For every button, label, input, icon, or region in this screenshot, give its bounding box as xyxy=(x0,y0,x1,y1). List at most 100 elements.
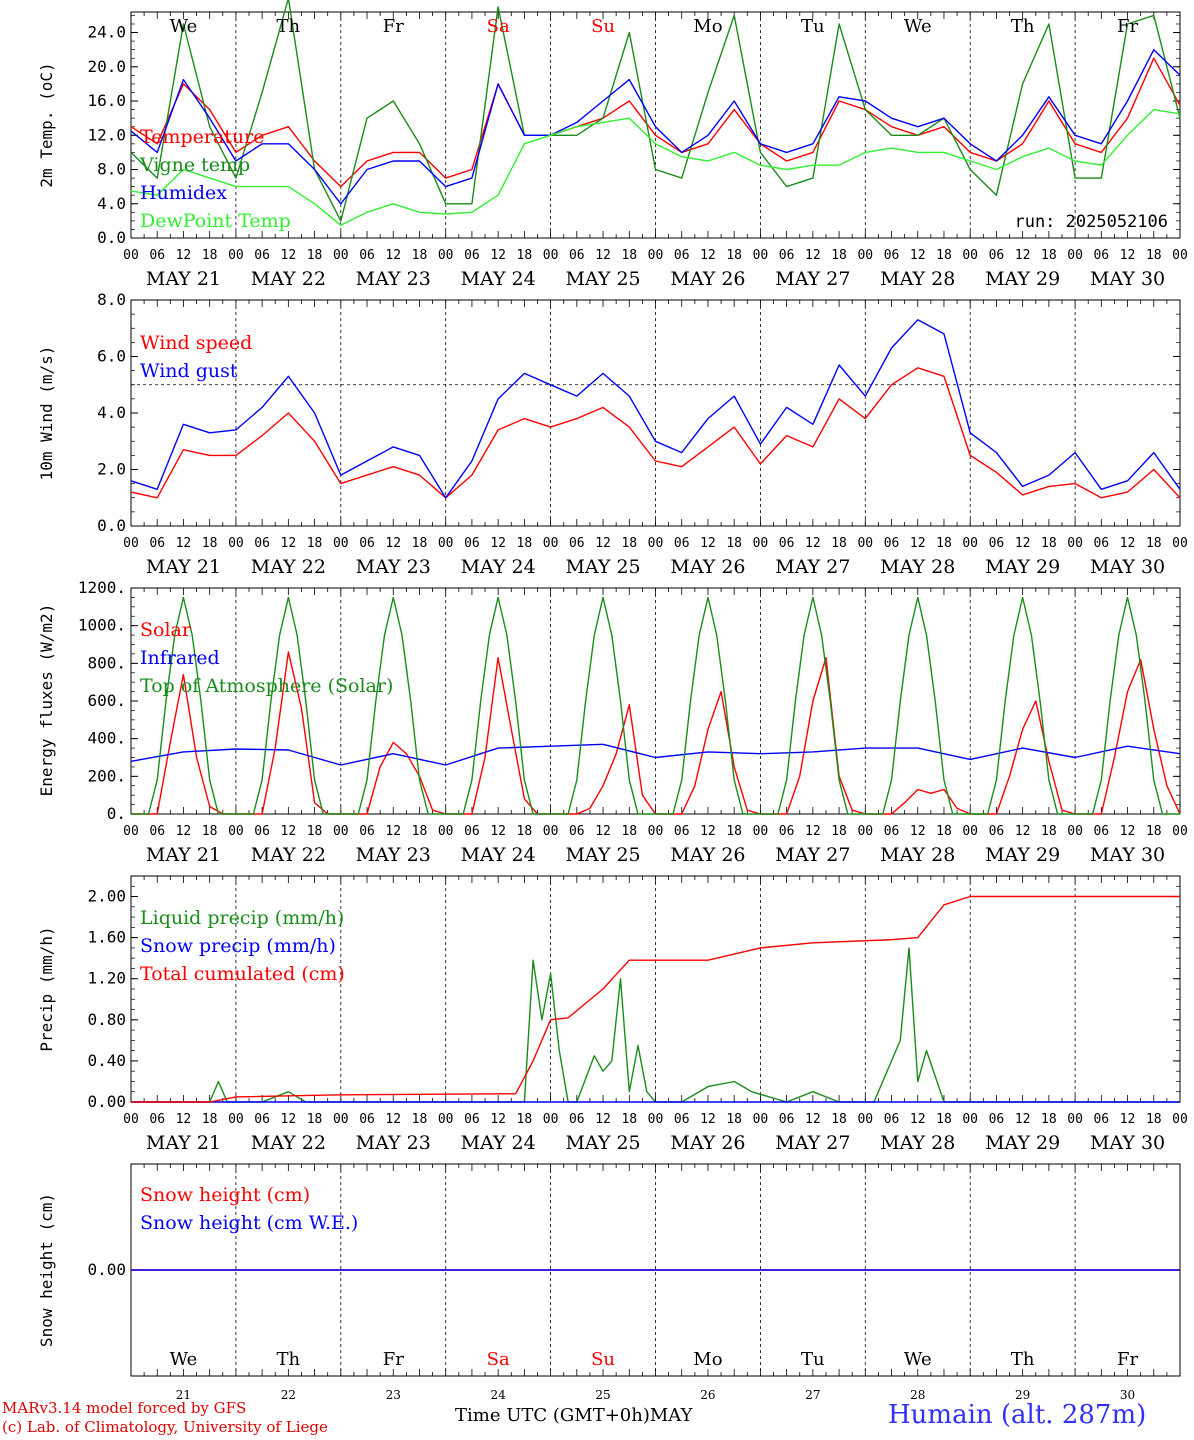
hour-label: 06 xyxy=(254,824,270,839)
y-tick-label: 8.0 xyxy=(97,160,126,179)
hour-label: 18 xyxy=(1041,824,1057,839)
hour-label: 12 xyxy=(910,1112,926,1127)
date-label: MAY 28 xyxy=(880,268,955,290)
y-tick-label: 2.0 xyxy=(97,460,126,479)
hour-label: 06 xyxy=(359,248,375,263)
date-label: MAY 29 xyxy=(985,268,1060,290)
hour-label: 06 xyxy=(359,824,375,839)
hour-label: 00 xyxy=(228,824,244,839)
panel-4: 0.00 0.40 0.80 1.20 1.60 2.00 Precip (mm/h) Liq… xyxy=(37,875,1188,1154)
hour-label: 12 xyxy=(910,536,926,551)
hour-label: 00 xyxy=(543,248,559,263)
hour-label: 18 xyxy=(1146,536,1162,551)
hour-label: 06 xyxy=(989,1112,1005,1127)
date-label: MAY 30 xyxy=(1090,844,1165,866)
hour-label: 00 xyxy=(438,1112,454,1127)
date-label: MAY 23 xyxy=(356,1132,431,1154)
day-number-label: 26 xyxy=(700,1388,715,1402)
date-label: MAY 22 xyxy=(251,268,326,290)
hour-label: 18 xyxy=(202,536,218,551)
hour-label: 12 xyxy=(595,824,611,839)
hour-label: 18 xyxy=(936,1112,952,1127)
hour-label: 00 xyxy=(123,1112,139,1127)
hour-label: 06 xyxy=(989,536,1005,551)
hour-label: 06 xyxy=(569,248,585,263)
day-number-label: 29 xyxy=(1015,1388,1030,1402)
y-tick-label: 4.0 xyxy=(97,194,126,213)
date-label: MAY 24 xyxy=(461,844,536,866)
hour-label: 18 xyxy=(412,536,428,551)
hour-label: 18 xyxy=(831,248,847,263)
hour-label: 18 xyxy=(202,248,218,263)
panel-5: 0.00 Snow height (cm) Snow height (cm) Snow… xyxy=(37,1163,1181,1402)
y-tick-label: 0.40 xyxy=(87,1051,126,1070)
y-tick-label: 600. xyxy=(87,691,126,710)
hour-label: 18 xyxy=(621,248,637,263)
y-tick-label: 1000. xyxy=(78,616,126,635)
hour-label: 06 xyxy=(1093,1112,1109,1127)
hour-label: 00 xyxy=(753,536,769,551)
y-tick-label: 16.0 xyxy=(87,91,126,110)
hour-label: 12 xyxy=(1015,824,1031,839)
weekday-label: Su xyxy=(591,1349,615,1370)
y-axis-title: 2m Temp. (oC) xyxy=(37,62,56,187)
weekday-label: Fr xyxy=(1117,1349,1138,1370)
hour-label: 00 xyxy=(962,536,978,551)
weekday-label: Mo xyxy=(693,1349,722,1370)
hour-label: 12 xyxy=(595,1112,611,1127)
date-label: MAY 21 xyxy=(146,1132,221,1154)
hour-label: 06 xyxy=(779,1112,795,1127)
hour-label: 12 xyxy=(385,824,401,839)
weekday-label: Mo xyxy=(693,16,722,37)
hour-label: 12 xyxy=(1015,1112,1031,1127)
date-label: MAY 25 xyxy=(565,1132,640,1154)
credit-line-lab: (c) Lab. of Climatology, University of L… xyxy=(2,1418,328,1436)
legend-entry: Top of Atmosphere (Solar) xyxy=(140,675,393,697)
y-tick-label: 0.00 xyxy=(87,1260,126,1279)
hour-label: 12 xyxy=(805,536,821,551)
hour-label: 18 xyxy=(307,1112,323,1127)
hour-label: 00 xyxy=(438,536,454,551)
weekday-label: Sa xyxy=(487,16,510,37)
hour-label: 06 xyxy=(884,1112,900,1127)
hour-label: 00 xyxy=(648,1112,664,1127)
hour-label: 00 xyxy=(962,1112,978,1127)
weekday-label: Th xyxy=(1011,16,1035,37)
hour-label: 06 xyxy=(464,536,480,551)
hour-label: 12 xyxy=(385,536,401,551)
hour-label: 12 xyxy=(1120,248,1136,263)
y-axis-title: Energy fluxes (W/m2) xyxy=(37,604,56,797)
hour-label: 00 xyxy=(1067,248,1083,263)
day-number-label: 24 xyxy=(491,1388,507,1402)
legend-entry: DewPoint Temp xyxy=(140,210,291,232)
day-number-label: 25 xyxy=(595,1388,610,1402)
hour-label: 00 xyxy=(123,248,139,263)
hour-label: 12 xyxy=(805,248,821,263)
run-label: run: 2025052106 xyxy=(1014,212,1168,232)
hour-label: 06 xyxy=(464,824,480,839)
hour-label: 18 xyxy=(517,536,533,551)
hour-label: 00 xyxy=(1172,824,1188,839)
site-label: Humain (alt. 287m) xyxy=(888,1400,1147,1430)
legend-entry: Wind speed xyxy=(140,332,252,354)
legend-entry: Temperature xyxy=(140,126,264,148)
hour-label: 18 xyxy=(831,824,847,839)
time-axis-label: Time UTC (GMT+0h)MAY xyxy=(455,1405,692,1426)
hour-label: 00 xyxy=(753,248,769,263)
date-label: MAY 30 xyxy=(1090,268,1165,290)
date-label: MAY 26 xyxy=(670,268,745,290)
date-label: MAY 24 xyxy=(461,1132,536,1154)
hour-label: 06 xyxy=(674,824,690,839)
date-label: MAY 23 xyxy=(356,556,431,578)
hour-label: 18 xyxy=(412,1112,428,1127)
hour-label: 00 xyxy=(962,248,978,263)
hour-label: 00 xyxy=(228,1112,244,1127)
date-label: MAY 25 xyxy=(565,556,640,578)
legend-entry: Solar xyxy=(140,619,192,641)
hour-label: 18 xyxy=(936,248,952,263)
hour-label: 06 xyxy=(1093,824,1109,839)
weekday-label: Su xyxy=(591,16,615,37)
hour-label: 18 xyxy=(1146,824,1162,839)
legend-entry: Snow height (cm) xyxy=(140,1184,310,1206)
series-line-top-of-atmosphere-solar- xyxy=(131,596,1180,815)
